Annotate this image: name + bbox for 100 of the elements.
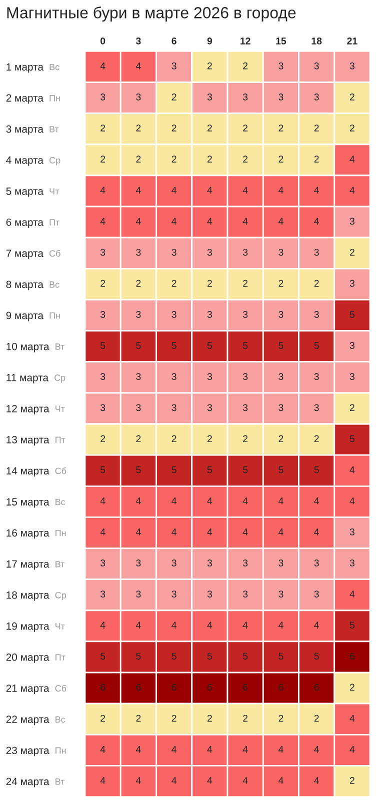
data-label: 3 bbox=[242, 373, 248, 380]
data-label: 2 bbox=[100, 156, 106, 162]
x-tick-label: 21 bbox=[347, 38, 358, 44]
data-label: 3 bbox=[314, 94, 319, 100]
y-tick-label: 24 марта bbox=[6, 778, 50, 788]
data-label: 5 bbox=[100, 466, 106, 474]
data-label: 3 bbox=[100, 404, 106, 412]
data-label: 2 bbox=[172, 124, 176, 132]
data-label: 3 bbox=[350, 528, 354, 536]
x-tick-label: 15 bbox=[276, 38, 286, 44]
data-label: 5 bbox=[207, 342, 212, 349]
data-label: 4 bbox=[100, 62, 106, 70]
y2-tick-label: Пн bbox=[56, 530, 66, 536]
data-label: 2 bbox=[100, 435, 106, 442]
data-label: 6 bbox=[136, 684, 141, 691]
data-label: 2 bbox=[172, 280, 176, 287]
data-label: 2 bbox=[278, 280, 284, 287]
data-label: 5 bbox=[172, 466, 176, 474]
data-label: 2 bbox=[136, 435, 141, 442]
data-label: 4 bbox=[278, 746, 284, 753]
y-tick-label: 13 марта bbox=[6, 436, 50, 446]
data-label: 3 bbox=[278, 94, 284, 100]
data-label: 2 bbox=[136, 714, 141, 722]
data-label: 4 bbox=[278, 218, 284, 225]
y2-tick-label: Ср bbox=[55, 592, 66, 600]
data-label: 3 bbox=[136, 373, 141, 380]
y-tick-label: 17 марта bbox=[6, 560, 50, 570]
data-label: 5 bbox=[243, 652, 248, 660]
data-label: 4 bbox=[100, 497, 106, 504]
y2-tick-label: Сб bbox=[55, 467, 66, 474]
data-label: 2 bbox=[207, 156, 212, 162]
data-label: 2 bbox=[278, 714, 284, 722]
data-label: 5 bbox=[136, 652, 141, 660]
y-tick-label: 6 марта bbox=[6, 218, 44, 228]
data-label: 4 bbox=[207, 186, 212, 194]
y-tick-label: 16 марта bbox=[6, 529, 50, 539]
data-label: 3 bbox=[172, 62, 176, 70]
data-label: 3 bbox=[136, 94, 141, 100]
data-label: 3 bbox=[242, 404, 248, 412]
data-label: 3 bbox=[207, 560, 212, 566]
data-label: 6 bbox=[100, 684, 106, 691]
data-label: 3 bbox=[207, 590, 212, 598]
data-label: 5 bbox=[350, 435, 354, 442]
data-label: 2 bbox=[278, 435, 284, 442]
data-label: 3 bbox=[136, 248, 141, 256]
y-tick-label: 14 марта bbox=[6, 467, 50, 477]
data-label: 4 bbox=[172, 497, 176, 504]
data-label: 4 bbox=[100, 746, 106, 753]
data-label: 5 bbox=[350, 622, 354, 629]
data-label: 2 bbox=[278, 124, 284, 132]
data-label: 3 bbox=[314, 560, 319, 566]
x-tick-label: 6 bbox=[172, 38, 176, 44]
data-label: 3 bbox=[242, 94, 248, 100]
y2-tick-label: Чт bbox=[50, 188, 60, 194]
data-label: 2 bbox=[350, 124, 354, 132]
data-label: 4 bbox=[172, 622, 176, 628]
data-label: 5 bbox=[350, 311, 354, 318]
y-tick-label: 22 марта bbox=[6, 716, 50, 726]
y-tick-label: 12 марта bbox=[6, 404, 50, 414]
data-label: 6 bbox=[243, 684, 248, 691]
y-tick-label: 23 марта bbox=[6, 746, 50, 756]
data-label: 2 bbox=[172, 435, 176, 442]
data-label: 3 bbox=[242, 248, 248, 256]
data-label: 2 bbox=[243, 280, 248, 287]
data-label: 3 bbox=[242, 560, 248, 566]
y-tick-label: 19 марта bbox=[6, 622, 50, 632]
data-label: 2 bbox=[100, 280, 106, 287]
data-label: 2 bbox=[100, 124, 106, 132]
data-label: 3 bbox=[278, 310, 284, 318]
data-label: 4 bbox=[314, 746, 319, 753]
data-label: 4 bbox=[172, 528, 176, 536]
y-tick-label: 15 марта bbox=[6, 498, 50, 508]
data-label: 6 bbox=[350, 652, 354, 660]
data-label: 4 bbox=[242, 622, 248, 628]
data-label: 2 bbox=[278, 156, 284, 162]
y2-tick-label: Пн bbox=[56, 747, 66, 754]
y-tick-label: 3 марта bbox=[6, 125, 44, 135]
data-label: 5 bbox=[278, 652, 284, 660]
data-label: 3 bbox=[350, 62, 354, 70]
data-label: 4 bbox=[314, 186, 319, 194]
data-label: 2 bbox=[172, 714, 176, 722]
x-tick-label: 0 bbox=[100, 38, 106, 44]
y2-tick-label: Пт bbox=[56, 654, 66, 660]
data-label: 4 bbox=[350, 590, 355, 598]
data-label: 4 bbox=[136, 777, 141, 784]
data-label: 4 bbox=[242, 746, 248, 753]
data-label: 2 bbox=[350, 684, 354, 691]
y2-tick-label: Чт bbox=[56, 406, 65, 412]
x-tick-label: 12 bbox=[240, 38, 250, 44]
data-label: 5 bbox=[314, 342, 319, 349]
data-label: 4 bbox=[100, 622, 106, 628]
data-label: 4 bbox=[207, 622, 212, 628]
data-label: 3 bbox=[136, 310, 141, 318]
y-tick-label: 18 марта bbox=[6, 591, 50, 601]
data-label: 2 bbox=[136, 280, 141, 287]
data-label: 2 bbox=[314, 124, 319, 132]
data-label: 3 bbox=[100, 94, 106, 100]
data-label: 4 bbox=[242, 777, 248, 784]
y2-tick-label: Пн bbox=[50, 95, 60, 102]
data-label: 2 bbox=[314, 280, 319, 287]
